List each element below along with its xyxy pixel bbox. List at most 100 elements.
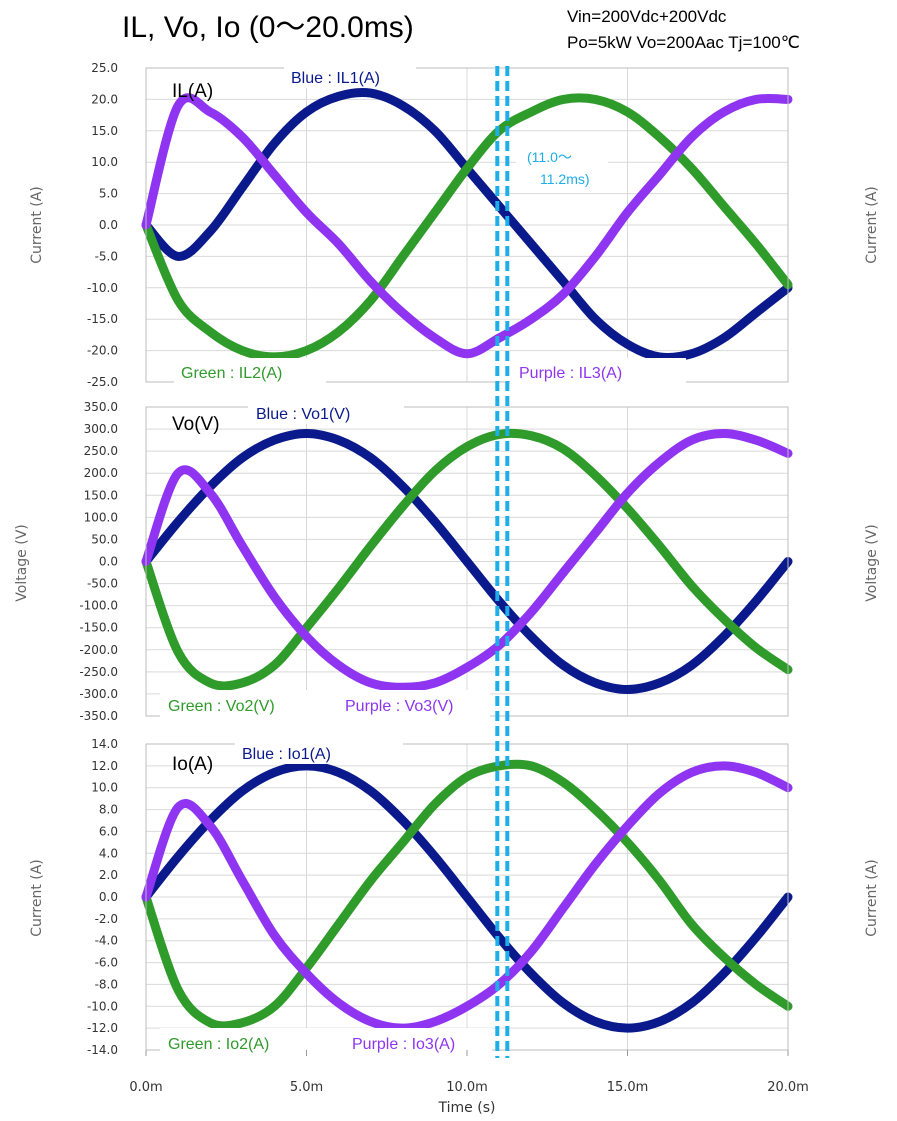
ytick-label: 0.0 [99,890,118,904]
ytick-label: -6.0 [95,956,118,970]
panel-title-vo: Vo(V) [172,414,220,435]
data-point-purple-il [434,337,436,339]
ytick-label: -15.0 [87,312,118,326]
data-point-purple-io [241,880,243,882]
data-point-blue-vo [530,636,532,637]
panel-io: 14.0 12.0 10.0 8.0 6.0 4.0 2.0 0.0 -2.0 -4.0 -6.0 -… [29,737,880,1057]
data-point-blue-io [723,973,725,974]
yticks-io: 14.0 12.0 10.0 8.0 6.0 4.0 2.0 0.0 -2.0 -4.0 -6.0 -… [87,737,118,1057]
data-point-blue-vo [306,433,307,434]
data-point-green-il [723,205,725,207]
data-point-green-il [434,211,436,213]
data-point-blue-io [306,765,307,767]
data-point-blue-vo [466,561,468,562]
right-ylabel-vo: Voltage (V) [864,524,880,601]
data-point-blue-il [306,111,307,113]
ytick-label: -5.0 [95,249,118,263]
data-point-purple-vo [306,636,307,637]
legend-green-vo: Green : Vo2(V) [168,698,275,715]
data-point-blue-io [434,856,436,858]
data-point-purple-vo [627,492,628,494]
ytick-label: -150.0 [79,621,118,635]
data-point-purple-io [338,1002,340,1004]
data-point-purple-il [659,174,661,176]
data-point-purple-vo [530,611,532,613]
ytick-label: 20.0 [91,92,118,106]
marker-label-line-1: (11.0～ [527,149,572,165]
marker-window [495,66,510,1058]
data-point-purple-io [209,825,211,827]
legend-bg-blue-io [235,740,403,764]
ytick-label: 6.0 [99,824,118,838]
data-point-green-il [530,111,532,113]
data-point-purple-io [562,907,564,909]
data-point-purple-vo [723,433,725,434]
data-point-green-vo [370,545,372,547]
series-vo [141,428,793,694]
data-point-blue-il [691,353,693,355]
legend-blue-il: Blue : IL1(A) [291,70,380,87]
ytick-label: 150.0 [84,488,118,502]
data-point-green-io [594,809,596,811]
data-point-blue-il [562,281,564,282]
data-point-purple-io [306,973,307,974]
data-point-green-vo [562,448,564,450]
ytick-label: 2.0 [99,868,118,882]
data-point-blue-io [627,1027,628,1029]
data-point-green-il [306,350,307,352]
data-point-blue-vo [402,486,404,487]
ytick-label: -12.0 [87,1021,118,1035]
data-point-purple-vo [755,439,757,441]
grid-il [145,67,789,383]
ytick-label: 8.0 [99,803,118,817]
legend-purple-il: Purple : IL3(A) [519,365,622,382]
ylabel-io: Current (A) [29,859,45,937]
data-point-purple-il [338,243,340,245]
data-point-green-io [434,803,436,805]
conditions-line-1: Vin=200Vdc+200Vdc [567,7,727,26]
data-point-purple-io [466,1005,468,1007]
data-point-purple-il [723,111,725,113]
data-point-purple-vo [209,492,211,494]
ytick-label: 50.0 [91,532,118,546]
data-point-purple-vo [241,545,243,547]
data-point-green-vo [466,446,468,448]
ytick-label: -2.0 [95,912,118,926]
data-point-green-vo [273,664,275,666]
data-point-blue-il [241,186,243,188]
data-point-blue-vo [241,457,243,459]
data-point-purple-il [755,98,757,100]
ytick-label: -25.0 [87,375,118,389]
data-point-blue-vo [177,521,179,523]
conditions-line-2: Po=5kW Vo=200Aac Tj=100℃ [567,33,800,52]
data-point-blue-il [338,95,340,97]
data-point-blue-il [209,230,211,232]
data-point-green-il [659,136,661,138]
data-point-green-vo [530,435,532,437]
xtick-label: 5.0m [290,1080,323,1095]
data-point-blue-il [402,105,404,107]
data-point-blue-vo [562,664,564,666]
data-point-green-vo [659,545,661,547]
data-point-green-vo [177,651,179,653]
data-point-green-il [691,168,693,169]
panel-title-io: Io(A) [172,754,213,775]
data-point-purple-il [594,255,596,257]
data-point-green-io [627,841,628,843]
ytick-label: 350.0 [84,400,118,414]
data-point-purple-il [466,353,468,355]
data-point-blue-vo [338,439,340,441]
frame-il [145,67,789,383]
data-point-purple-io [594,863,596,865]
data-point-purple-vo [466,666,468,668]
data-point-blue-io [370,790,372,792]
data-point-purple-vo [177,472,179,474]
data-point-purple-io [177,806,179,808]
data-point-green-il [209,331,211,333]
ytick-label: -350.0 [79,709,118,723]
legend-blue-io: Blue : Io1(A) [242,746,331,763]
data-point-green-io [466,776,468,778]
ytick-label: -100.0 [79,599,118,613]
ytick-label: 0.0 [99,555,118,569]
